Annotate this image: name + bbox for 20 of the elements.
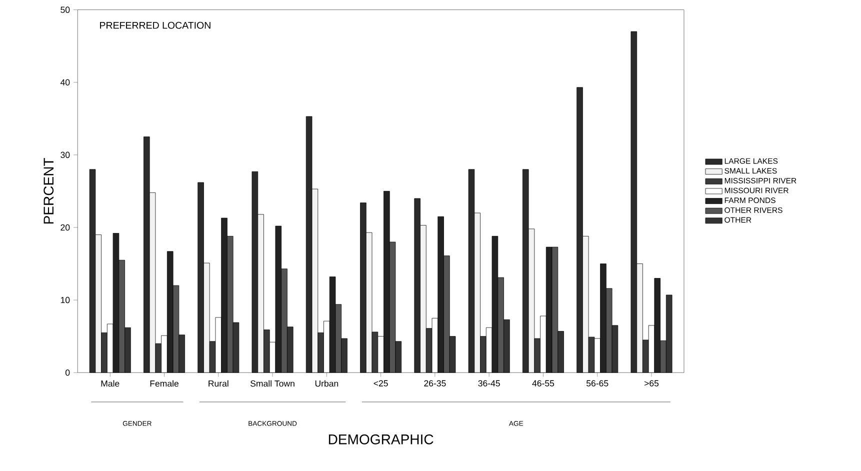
x-tick-label: 26-35	[424, 380, 446, 386]
x-tick-label: Urban	[315, 380, 338, 386]
y-tick-label: 50	[60, 6, 70, 13]
x-tick-label: 36-45	[478, 380, 500, 386]
y-tick-label: 40	[60, 79, 70, 86]
x-tick-label: <25	[374, 380, 388, 386]
y-axis-title: PERCENT	[44, 158, 54, 224]
y-tick-label: 0	[65, 369, 70, 376]
x-tick-label: Small Town	[250, 380, 294, 386]
x-tick-label: Female	[150, 380, 178, 386]
x-tick-label: >65	[644, 380, 659, 386]
x-tick-label: Male	[101, 380, 120, 386]
text: PREFERRED LOCATION	[100, 22, 210, 29]
x-tick-label: 56-65	[586, 380, 608, 386]
y-tick-label: 30	[60, 152, 70, 158]
x-tick-label: 46-55	[532, 380, 554, 386]
y-tick-label: 20	[60, 224, 70, 230]
y-tick-label: 10	[60, 296, 70, 303]
x-tick-label: Rural	[208, 380, 228, 386]
x-axis-title: DEMOGRAPHIC	[328, 434, 434, 444]
